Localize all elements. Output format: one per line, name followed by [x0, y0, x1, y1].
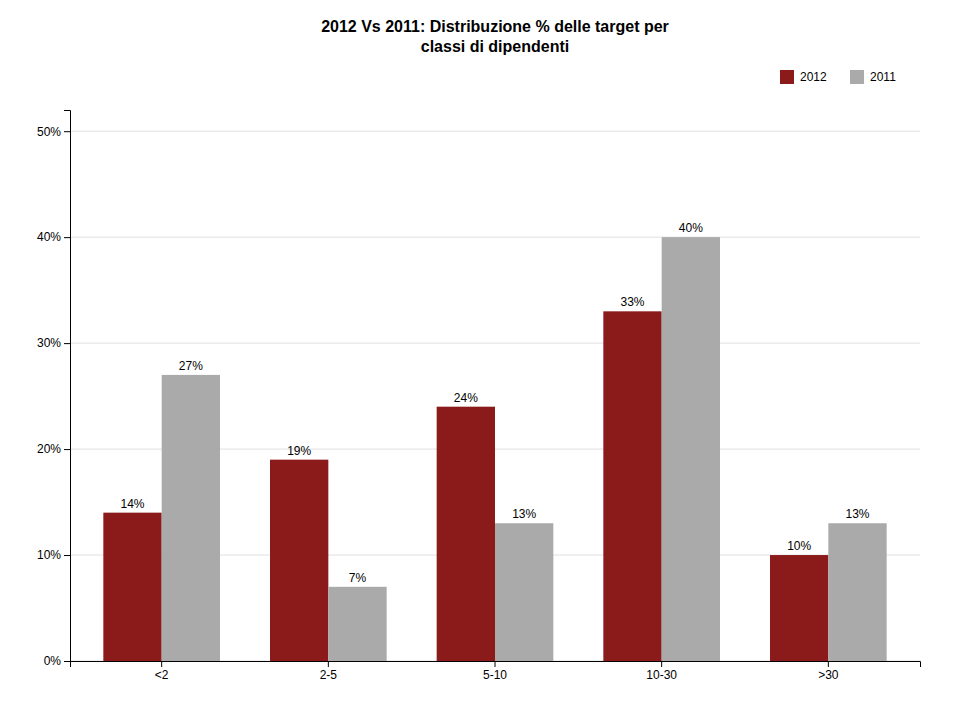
chart-svg: 14% 19% 24% 33% 10% 27% 7% 13% 40% 13% 0% 10% 20% 30%… — [0, 0, 960, 711]
tick-label: 30% — [37, 336, 61, 350]
tick-mark — [661, 661, 662, 667]
tick-label: 0% — [44, 654, 62, 668]
tick-mark — [161, 661, 162, 667]
data-label: 7% — [349, 571, 367, 585]
bar — [328, 587, 386, 661]
tick-mark — [328, 661, 329, 667]
legend-swatch — [780, 70, 794, 84]
bar — [662, 237, 720, 661]
bar — [270, 460, 328, 661]
data-label: 40% — [679, 221, 703, 235]
plot-area: 14% 19% 24% 33% 10% 27% 7% 13% 40% 13% 0% 10% 20% 30%… — [37, 111, 921, 682]
tick-mark — [64, 131, 70, 132]
data-label: 13% — [512, 507, 536, 521]
legend-item: 2011 — [850, 70, 896, 84]
tick-label: 50% — [37, 125, 61, 139]
bar — [103, 513, 161, 661]
data-label: 19% — [287, 444, 311, 458]
data-label: 13% — [845, 507, 869, 521]
grid-line — [70, 343, 920, 344]
y-axis: 0% 10% 20% 30% 40% 50% — [37, 111, 71, 669]
tick-mark — [64, 449, 70, 450]
tick: <2 — [155, 661, 169, 682]
legend: 2012 2011 — [780, 70, 896, 84]
tick-label: 10-30 — [646, 668, 677, 682]
data-label: 33% — [620, 295, 644, 309]
bar — [770, 555, 828, 661]
axis-domain — [64, 111, 71, 662]
tick: 30% — [37, 336, 70, 350]
bars — [103, 237, 886, 661]
legend-swatch — [850, 70, 864, 84]
tick-label: 20% — [37, 442, 61, 456]
data-label: 14% — [120, 497, 144, 511]
legend-label: 2011 — [870, 70, 896, 84]
bar — [437, 407, 495, 661]
tick-mark — [64, 661, 70, 662]
grid — [70, 131, 920, 661]
tick: 5-10 — [483, 661, 507, 682]
grid-line — [70, 237, 920, 238]
legend-label: 2012 — [800, 70, 827, 84]
tick: 10-30 — [646, 661, 677, 682]
tick-label: 40% — [37, 230, 61, 244]
tick-mark — [828, 661, 829, 667]
tick-label: 10% — [37, 548, 61, 562]
tick-mark — [64, 555, 70, 556]
grid-line — [70, 131, 920, 132]
tick: 0% — [44, 654, 70, 668]
bar — [495, 523, 553, 661]
x-axis: <2 2-5 5-10 10-30 >30 — [71, 661, 921, 682]
tick-mark — [64, 237, 70, 238]
bar — [603, 311, 661, 661]
bar — [162, 375, 220, 661]
tick: >30 — [818, 661, 839, 682]
bar — [828, 523, 886, 661]
tick-mark — [495, 661, 496, 667]
tick: 20% — [37, 442, 70, 456]
axis-domain — [71, 662, 921, 668]
tick-label: >30 — [818, 668, 839, 682]
data-label: 27% — [179, 359, 203, 373]
legend-item: 2012 — [780, 70, 827, 84]
tick: 10% — [37, 548, 70, 562]
chart-title: 2012 Vs 2011: Distribuzione % delle targ… — [321, 18, 669, 55]
tick-mark — [64, 343, 70, 344]
tick-label: 5-10 — [483, 668, 507, 682]
tick: 40% — [37, 230, 70, 244]
data-labels: 14% 19% 24% 33% 10% 27% 7% 13% 40% 13% — [120, 221, 869, 585]
tick-label: <2 — [155, 668, 169, 682]
data-label: 10% — [787, 539, 811, 553]
tick: 50% — [37, 125, 70, 139]
tick-label: 2-5 — [320, 668, 338, 682]
tick: 2-5 — [320, 661, 338, 682]
data-label: 24% — [454, 391, 478, 405]
